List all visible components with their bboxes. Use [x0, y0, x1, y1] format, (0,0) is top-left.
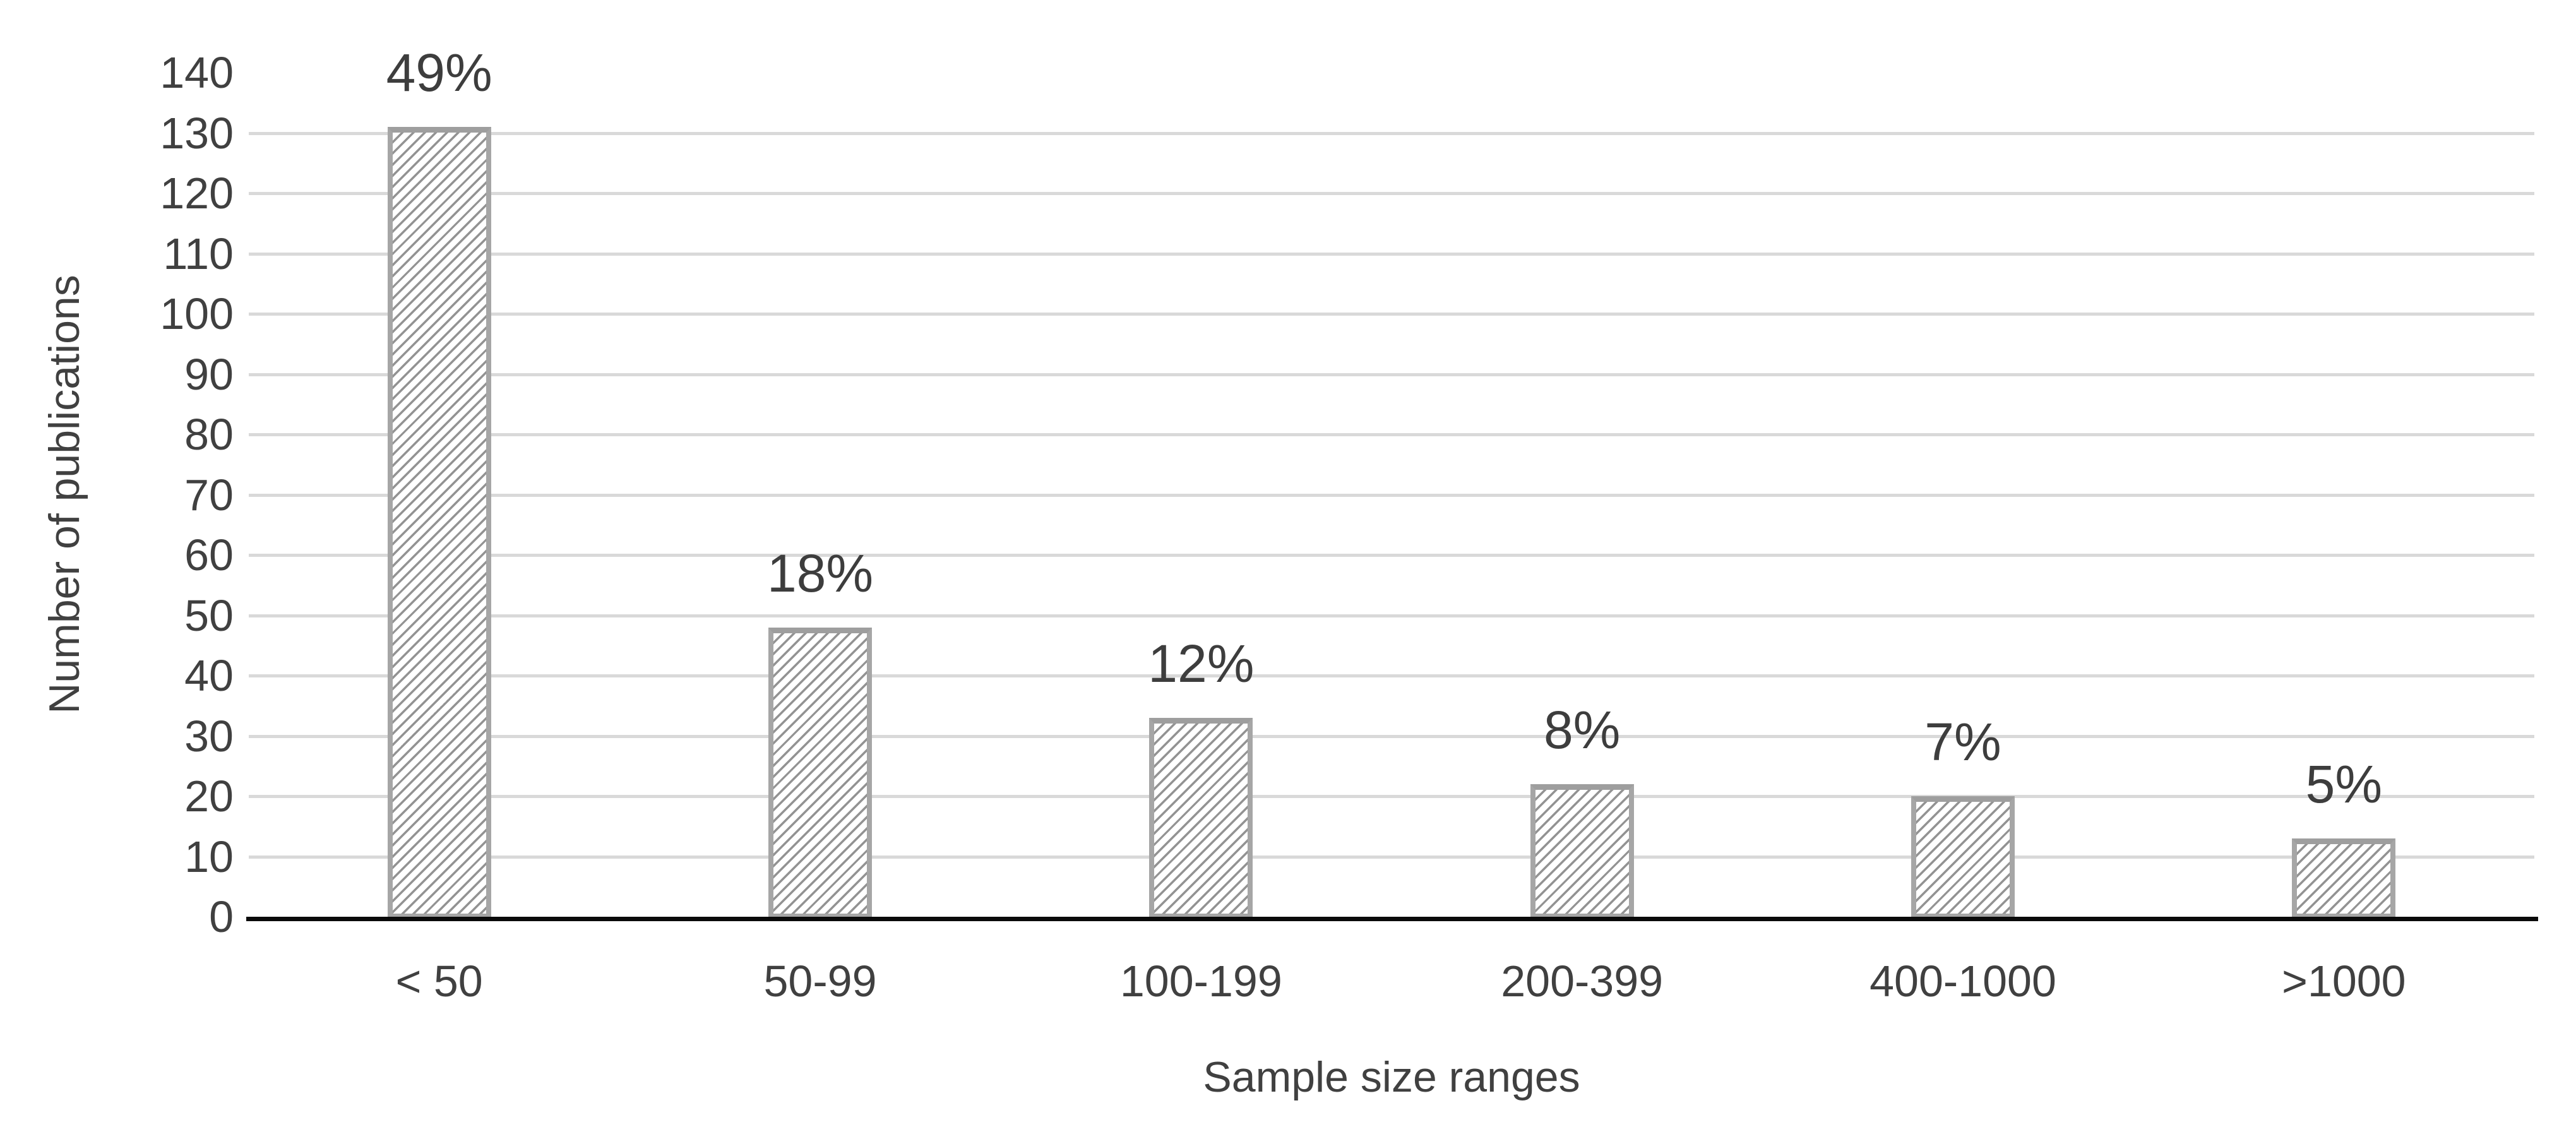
y-axis-tick-label: 40 — [184, 651, 234, 700]
x-axis-line — [246, 917, 2538, 921]
bar-100-199 — [1149, 717, 1253, 919]
gridline-90 — [249, 373, 2534, 376]
bar-value-label: 12% — [1148, 633, 1255, 693]
x-axis-category-label: 50-99 — [763, 957, 877, 1006]
y-axis-tick-label: 0 — [209, 892, 234, 941]
bar-value-label: 18% — [766, 543, 874, 603]
y-axis-tick-label: 20 — [184, 772, 234, 821]
bar-50-99 — [768, 627, 872, 919]
bar->1000 — [2292, 838, 2396, 919]
bar-value-label: 7% — [1924, 712, 2001, 772]
gridline-100 — [249, 313, 2534, 316]
gridline-120 — [249, 192, 2534, 195]
gridline-110 — [249, 252, 2534, 256]
y-axis-tick-label: 130 — [160, 108, 234, 158]
bar-value-label: 49% — [386, 42, 492, 102]
x-axis-category-label: >1000 — [2282, 957, 2406, 1006]
y-axis-tick-label: 50 — [184, 590, 234, 640]
bar-200-399 — [1530, 784, 1634, 919]
x-axis-category-label: 400-1000 — [1869, 957, 2056, 1006]
y-axis-tick-label: 10 — [184, 832, 234, 881]
x-axis-title: Sample size ranges — [1203, 1053, 1580, 1101]
gridline-60 — [249, 554, 2534, 557]
y-axis-tick-label: 90 — [184, 349, 234, 399]
x-axis-category-label: 100-199 — [1119, 957, 1282, 1006]
bar-400-1000 — [1911, 796, 2015, 919]
bar-< 50 — [387, 126, 491, 919]
y-axis-tick-label: 60 — [184, 530, 234, 580]
bar-value-label: 5% — [2305, 754, 2383, 814]
gridline-80 — [249, 433, 2534, 436]
gridline-130 — [249, 131, 2534, 135]
x-axis-category-label: < 50 — [395, 957, 483, 1006]
gridline-50 — [249, 614, 2534, 617]
y-axis-tick-label: 100 — [160, 289, 234, 338]
gridline-70 — [249, 493, 2534, 497]
y-axis-tick-label: 140 — [160, 48, 234, 97]
y-axis-tick-label: 110 — [163, 229, 234, 278]
y-axis-tick-label: 30 — [184, 711, 234, 761]
y-axis-tick-label: 80 — [184, 410, 234, 459]
bar-value-label: 8% — [1543, 700, 1621, 760]
gridline-20 — [249, 795, 2534, 798]
x-axis-category-label: 200-399 — [1501, 957, 1664, 1006]
gridline-30 — [249, 734, 2534, 738]
gridline-40 — [249, 674, 2534, 677]
y-axis-tick-label: 70 — [184, 470, 234, 520]
y-axis-tick-label: 120 — [160, 169, 234, 218]
gridline-10 — [249, 855, 2534, 859]
